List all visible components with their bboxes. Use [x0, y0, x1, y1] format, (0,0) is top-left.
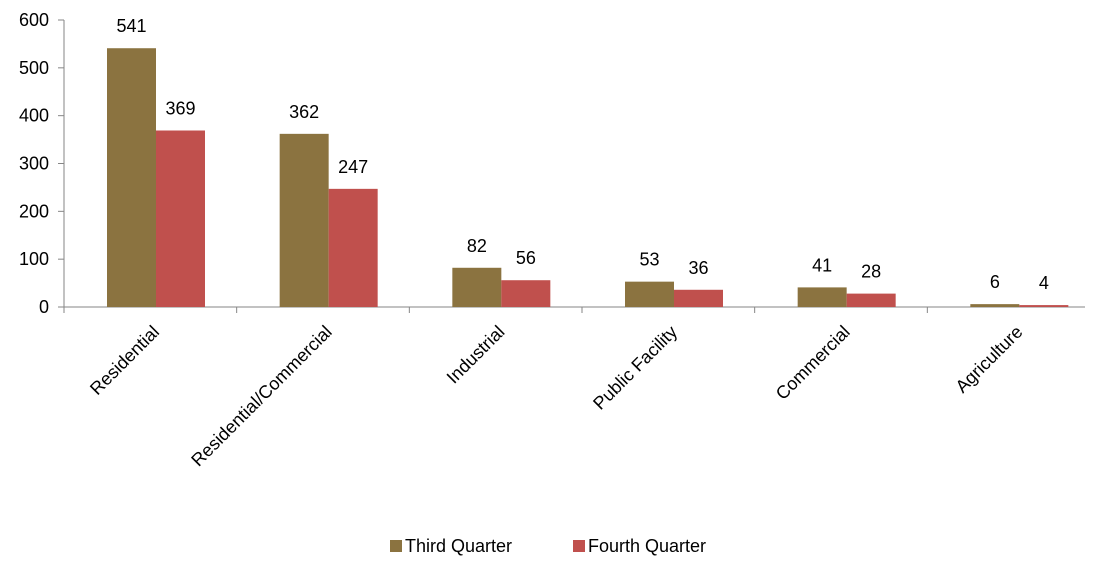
- x-category-label: Public Facility: [589, 322, 681, 414]
- y-tick-label: 600: [19, 10, 49, 30]
- x-category-label: Commercial: [772, 322, 854, 404]
- y-axis: 0 100 200 300 400 500 600: [19, 10, 65, 317]
- legend-swatch: [573, 540, 585, 552]
- y-tick-label: 0: [39, 297, 49, 317]
- data-label: 82: [467, 236, 487, 256]
- bar-third-quarter: [797, 287, 847, 307]
- legend-label: Third Quarter: [405, 536, 512, 556]
- y-tick-label: 300: [19, 154, 49, 174]
- data-label: 36: [688, 258, 708, 278]
- x-category-label: Industrial: [443, 322, 509, 388]
- data-label: 6: [990, 272, 1000, 292]
- legend-label: Fourth Quarter: [588, 536, 706, 556]
- y-tick-label: 400: [19, 106, 49, 126]
- legend: Third Quarter Fourth Quarter: [390, 536, 706, 556]
- bar-third-quarter: [107, 48, 156, 307]
- data-label: 41: [812, 255, 832, 275]
- data-label: 28: [861, 262, 881, 282]
- data-labels: 541 362 82 53 41 6 369 247 56 36 28 4: [116, 16, 1048, 293]
- data-label: 53: [639, 250, 659, 270]
- bar-fourth-quarter: [328, 188, 378, 307]
- bar-fourth-quarter: [1019, 305, 1069, 307]
- data-label: 541: [116, 16, 146, 36]
- data-label: 4: [1039, 273, 1049, 293]
- bars: [107, 48, 1069, 307]
- legend-swatch: [390, 540, 402, 552]
- y-tick-label: 200: [19, 201, 49, 221]
- data-label: 247: [338, 157, 368, 177]
- bar-third-quarter: [452, 267, 502, 307]
- y-tick-label: 100: [19, 249, 49, 269]
- data-label: 369: [165, 98, 195, 118]
- x-axis: Residential Residential/Commercial Industr…: [63, 306, 1085, 471]
- data-label: 56: [516, 248, 536, 268]
- bar-fourth-quarter: [846, 293, 896, 307]
- bar-fourth-quarter: [501, 280, 551, 307]
- bar-third-quarter: [625, 281, 674, 307]
- x-category-label: Agriculture: [952, 322, 1027, 397]
- bar-fourth-quarter: [156, 130, 205, 307]
- x-category-label: Residential: [86, 322, 163, 399]
- data-label: 362: [289, 102, 319, 122]
- bar-third-quarter: [279, 133, 329, 307]
- bar-third-quarter: [970, 304, 1020, 307]
- y-tick-label: 500: [19, 58, 49, 78]
- bar-fourth-quarter: [674, 289, 723, 307]
- x-category-label: Residential/Commercial: [187, 322, 336, 471]
